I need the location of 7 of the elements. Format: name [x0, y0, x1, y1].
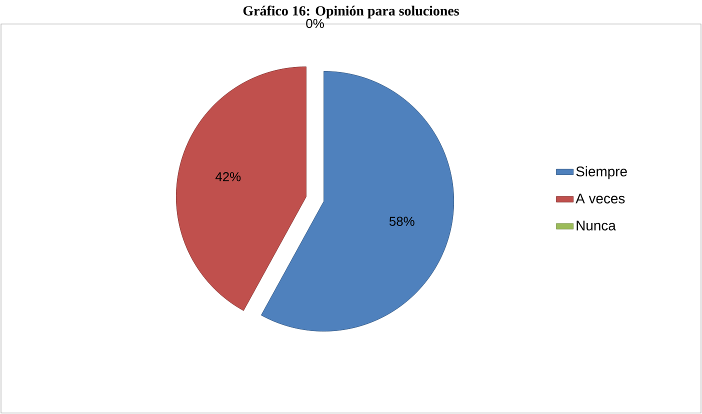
legend-label: Siempre: [576, 166, 627, 180]
legend-label: A veces: [576, 194, 625, 204]
data-label: 42%: [215, 172, 241, 182]
data-label: 58%: [389, 216, 414, 226]
text: 0%: [306, 18, 324, 28]
chart-title: Gráfico 16: Opinión para soluciones: [243, 6, 459, 18]
legend-label: Nunca: [576, 220, 616, 230]
